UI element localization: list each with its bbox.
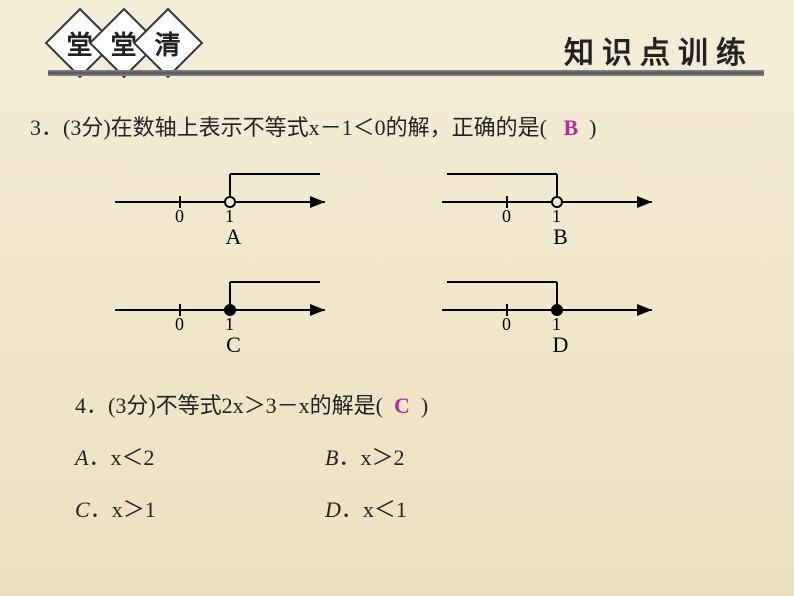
tick-0: 0 <box>175 206 184 222</box>
option-a: 0 1 A <box>110 162 357 250</box>
section-title: 知识点训练 <box>564 28 754 72</box>
choice-b-letter: B <box>325 445 338 470</box>
choice-a-letter: A <box>75 445 88 470</box>
numberline-b: 0 1 <box>437 162 667 222</box>
tick-1: 1 <box>225 206 234 222</box>
tick-1: 1 <box>225 314 234 330</box>
option-d: 0 1 D <box>437 270 684 358</box>
choices-row-2: C．x＞1 D．x＜1 <box>75 492 764 524</box>
question-3: 3．(3分)在数轴上表示不等式x－1＜0的解，正确的是( B ) <box>30 110 764 142</box>
choice-d: D．x＜1 <box>325 492 575 524</box>
choice-d-text: ．x＜1 <box>341 497 407 522</box>
option-a-label: A <box>110 224 357 250</box>
choice-a: A．x＜2 <box>75 440 325 472</box>
diamond-char: 清 <box>155 24 181 61</box>
option-b: 0 1 B <box>437 162 684 250</box>
q3-text: 3．(3分)在数轴上表示不等式x－1＜0的解，正确的是( <box>30 115 547 140</box>
q4-choices: A．x＜2 B．x＞2 C．x＞1 D．x＜1 <box>75 440 764 524</box>
choice-d-letter: D <box>325 497 341 522</box>
choice-b: B．x＞2 <box>325 440 575 472</box>
tick-1: 1 <box>552 206 561 222</box>
question-4: 4．(3分)不等式2x＞3－x的解是( C ) <box>75 388 764 420</box>
content-area: 3．(3分)在数轴上表示不等式x－1＜0的解，正确的是( B ) 0 1 A <box>0 80 794 524</box>
choice-c: C．x＞1 <box>75 492 325 524</box>
q3-suffix: ) <box>589 115 596 140</box>
choice-c-letter: C <box>75 497 90 522</box>
q3-answer: B <box>563 115 578 140</box>
tick-1: 1 <box>552 314 561 330</box>
q4-suffix: ) <box>421 393 428 418</box>
choice-b-text: ．x＞2 <box>338 445 404 470</box>
header-underline <box>48 70 764 76</box>
tick-0: 0 <box>175 314 184 330</box>
q3-options: 0 1 A 0 1 B <box>110 162 684 358</box>
option-d-label: D <box>437 332 684 358</box>
numberline-c: 0 1 <box>110 270 340 330</box>
numberline-a: 0 1 <box>110 162 340 222</box>
header: 堂 堂 清 知识点训练 <box>0 0 794 80</box>
choice-c-text: ．x＞1 <box>90 497 156 522</box>
diamond-3: 清 <box>133 8 204 79</box>
option-c: 0 1 C <box>110 270 357 358</box>
option-b-label: B <box>437 224 684 250</box>
tick-0: 0 <box>502 206 511 222</box>
q4-text: 4．(3分)不等式2x＞3－x的解是( <box>75 393 383 418</box>
q4-answer: C <box>394 393 410 418</box>
diamond-title-group: 堂 堂 清 <box>55 18 187 68</box>
tick-0: 0 <box>502 314 511 330</box>
choices-row-1: A．x＜2 B．x＞2 <box>75 440 764 472</box>
numberline-d: 0 1 <box>437 270 667 330</box>
question-4-wrap: 4．(3分)不等式2x＞3－x的解是( C ) A．x＜2 B．x＞2 C．x＞… <box>30 388 764 524</box>
option-c-label: C <box>110 332 357 358</box>
choice-a-text: ．x＜2 <box>88 445 154 470</box>
